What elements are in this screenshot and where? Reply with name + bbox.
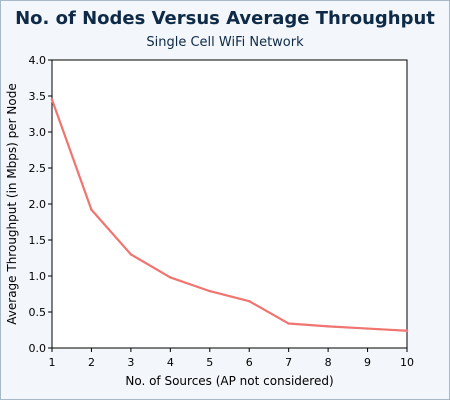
x-tick-label: 10 — [400, 356, 414, 369]
y-tick-label: 0.5 — [29, 306, 47, 319]
data-point — [90, 208, 93, 211]
x-tick-label: 5 — [206, 356, 213, 369]
y-axis-label: Average Throughput (in Mbps) per Node — [5, 83, 19, 324]
x-axis-ticks: 1 2 3 4 5 6 7 8 9 10 — [49, 348, 414, 369]
data-point — [287, 322, 290, 325]
data-point — [326, 325, 330, 328]
data-point — [169, 276, 172, 279]
chart-title: No. of Nodes Versus Average Throughput — [15, 8, 435, 29]
y-tick-label: 1.5 — [29, 234, 47, 247]
x-tick-label: 3 — [127, 356, 134, 369]
data-point — [50, 98, 54, 101]
y-tick-label: 0.0 — [29, 342, 47, 355]
series-line — [50, 98, 409, 332]
data-point — [405, 329, 409, 332]
x-tick-label: 6 — [246, 356, 253, 369]
y-axis-ticks: 0.0 0.5 1.0 1.5 2.0 2.5 3.0 3.5 4.0 — [29, 54, 52, 355]
x-tick-label: 9 — [364, 356, 371, 369]
y-tick-label: 3.0 — [29, 126, 47, 139]
data-point — [129, 253, 133, 256]
x-tick-label: 7 — [285, 356, 292, 369]
y-tick-label: 2.0 — [29, 198, 47, 211]
chart-subtitle: Single Cell WiFi Network — [146, 35, 304, 50]
y-tick-label: 3.5 — [29, 90, 47, 103]
data-point — [208, 289, 211, 293]
plot-area — [51, 59, 408, 349]
x-tick-label: 1 — [49, 356, 56, 369]
y-tick-label: 1.0 — [29, 270, 47, 283]
data-point — [248, 300, 251, 303]
y-tick-label: 4.0 — [29, 54, 47, 67]
x-axis-label: No. of Sources (AP not considered) — [125, 374, 333, 388]
x-tick-label: 2 — [88, 356, 95, 369]
x-tick-label: 8 — [325, 356, 332, 369]
series-layer — [50, 98, 409, 332]
x-tick-label: 4 — [167, 356, 174, 369]
y-tick-label: 2.5 — [29, 162, 47, 175]
data-point — [366, 327, 369, 330]
